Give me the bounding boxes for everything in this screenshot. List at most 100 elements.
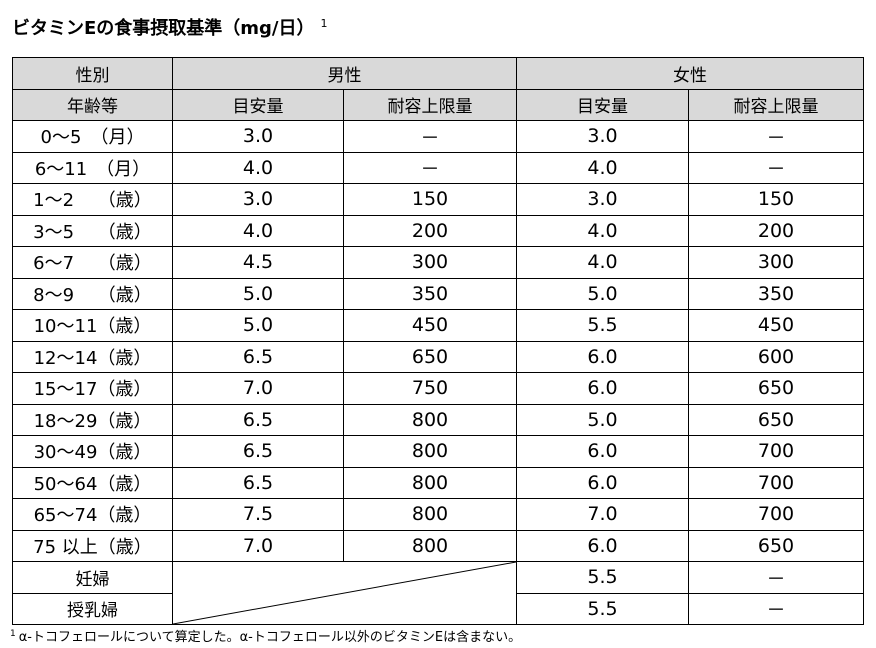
cell: 300: [688, 246, 864, 279]
cell: 5.0: [172, 277, 344, 310]
row: 50～64（歳） 6.5 800 6.0 700: [12, 466, 864, 499]
cell: －: [688, 120, 864, 153]
cell: 6.0: [516, 372, 689, 405]
cell: 700: [688, 466, 864, 499]
cell: 6.5: [172, 435, 344, 468]
header-cell: 年齢等: [12, 88, 173, 121]
row: 18～29（歳） 6.5 800 5.0 650: [12, 403, 864, 436]
cell: 450: [688, 309, 864, 342]
cell: 4.0: [172, 214, 344, 247]
header-cell: 耐容上限量: [688, 88, 864, 121]
row: 6～7 （歳） 4.5 300 4.0 300: [12, 246, 864, 279]
age-cell: 12～14（歳）: [12, 340, 173, 373]
cell: 3.0: [172, 183, 344, 216]
cell: 650: [688, 529, 864, 562]
title: ビタミンEの食事摂取基準（mg/日） 1: [12, 14, 328, 40]
row: 30～49（歳） 6.5 800 6.0 700: [12, 435, 864, 468]
age-cell: 授乳婦: [12, 592, 173, 625]
cell: －: [688, 561, 864, 594]
cell: 4.0: [172, 151, 344, 184]
header-cell: 女性: [516, 57, 864, 90]
cell: 450: [343, 309, 517, 342]
row: 75 以上（歳） 7.0 800 6.0 650: [12, 529, 864, 562]
row: 妊婦 5.5 －: [12, 561, 864, 625]
footnote-text: α-トコフェロールについて算定した。α-トコフェロール以外のビタミンEは含まない…: [18, 630, 522, 645]
row: 65～74（歳） 7.5 800 7.0 700: [12, 498, 864, 531]
cell: 5.0: [516, 277, 689, 310]
cell: 800: [343, 403, 517, 436]
row: 12～14（歳） 6.5 650 6.0 600: [12, 340, 864, 373]
cell: 4.0: [516, 151, 689, 184]
cell: －: [343, 120, 517, 153]
cell: 750: [343, 372, 517, 405]
cell: 350: [343, 277, 517, 310]
cell: 200: [343, 214, 517, 247]
cell: 5.5: [516, 309, 689, 342]
row: 15～17（歳） 7.0 750 6.0 650: [12, 372, 864, 405]
table: 性別 男性 女性 年齢等 目安量 耐容上限量 目安量 耐容上限量 0～5 （月） 3.0 － 3.0 －…: [12, 57, 864, 625]
cell: 6.5: [172, 466, 344, 499]
age-cell: 8～9 （歳）: [12, 277, 173, 310]
cell: 700: [688, 435, 864, 468]
age-cell: 6～11 （月）: [12, 151, 173, 184]
cell: 5.0: [516, 403, 689, 436]
cell: 5.5: [516, 561, 689, 594]
cell: 6.5: [172, 403, 344, 436]
header-cell: 性別: [12, 57, 173, 90]
cell: 5.5: [516, 592, 689, 625]
title-text: ビタミンEの食事摂取基準（mg/日）: [12, 18, 315, 39]
cell: 6.0: [516, 435, 689, 468]
cell: 7.5: [172, 498, 344, 531]
header-cell: 目安量: [516, 88, 689, 121]
cell: 300: [343, 246, 517, 279]
cell: 650: [688, 403, 864, 436]
age-cell: 18～29（歳）: [12, 403, 173, 436]
cell: 3.0: [516, 183, 689, 216]
age-cell: 3～5 （歳）: [12, 214, 173, 247]
age-cell: 6～7 （歳）: [12, 246, 173, 279]
cell: 4.0: [516, 214, 689, 247]
cell: 800: [343, 529, 517, 562]
age-cell: 1～2 （歳）: [12, 183, 173, 216]
cell: －: [688, 592, 864, 625]
age-cell: 30～49（歳）: [12, 435, 173, 468]
cell: 7.0: [516, 498, 689, 531]
header-cell: 男性: [172, 57, 517, 90]
age-cell: 15～17（歳）: [12, 372, 173, 405]
row: 0～5 （月） 3.0 － 3.0 －: [12, 120, 864, 153]
cell: 650: [343, 340, 517, 373]
diagonal: [173, 562, 516, 624]
cell: 350: [688, 277, 864, 310]
cell: 4.5: [172, 246, 344, 279]
header-cell: 耐容上限量: [343, 88, 517, 121]
header-row: 年齢等 目安量 耐容上限量 目安量 耐容上限量: [12, 88, 864, 121]
footnote: 1 α-トコフェロールについて算定した。α-トコフェロール以外のビタミンEは含まな…: [10, 626, 521, 645]
cell: －: [688, 151, 864, 184]
cell: 5.0: [172, 309, 344, 342]
cell: 800: [343, 466, 517, 499]
cell: 150: [688, 183, 864, 216]
row: 授乳婦 5.5 －: [12, 592, 864, 625]
age-cell: 75 以上（歳）: [12, 529, 173, 562]
cell: 3.0: [172, 120, 344, 153]
footnote-mark: 1: [10, 628, 16, 639]
cell: 200: [688, 214, 864, 247]
cell: 150: [343, 183, 517, 216]
cell: 6.0: [516, 340, 689, 373]
cell: 6.0: [516, 466, 689, 499]
cell: 800: [343, 498, 517, 531]
note-mark: 1: [320, 17, 328, 30]
merged-cell: [172, 561, 517, 625]
cell: 3.0: [516, 120, 689, 153]
cell: 7.0: [172, 529, 344, 562]
age-cell: 10～11（歳）: [12, 309, 173, 342]
row: 8～9 （歳） 5.0 350 5.0 350: [12, 277, 864, 310]
age-cell: 0～5 （月）: [12, 120, 173, 153]
cell: 600: [688, 340, 864, 373]
cell: 650: [688, 372, 864, 405]
age-cell: 50～64（歳）: [12, 466, 173, 499]
row: 10～11（歳） 5.0 450 5.5 450: [12, 309, 864, 342]
header-row: 性別 男性 女性: [12, 57, 864, 90]
cell: 700: [688, 498, 864, 531]
